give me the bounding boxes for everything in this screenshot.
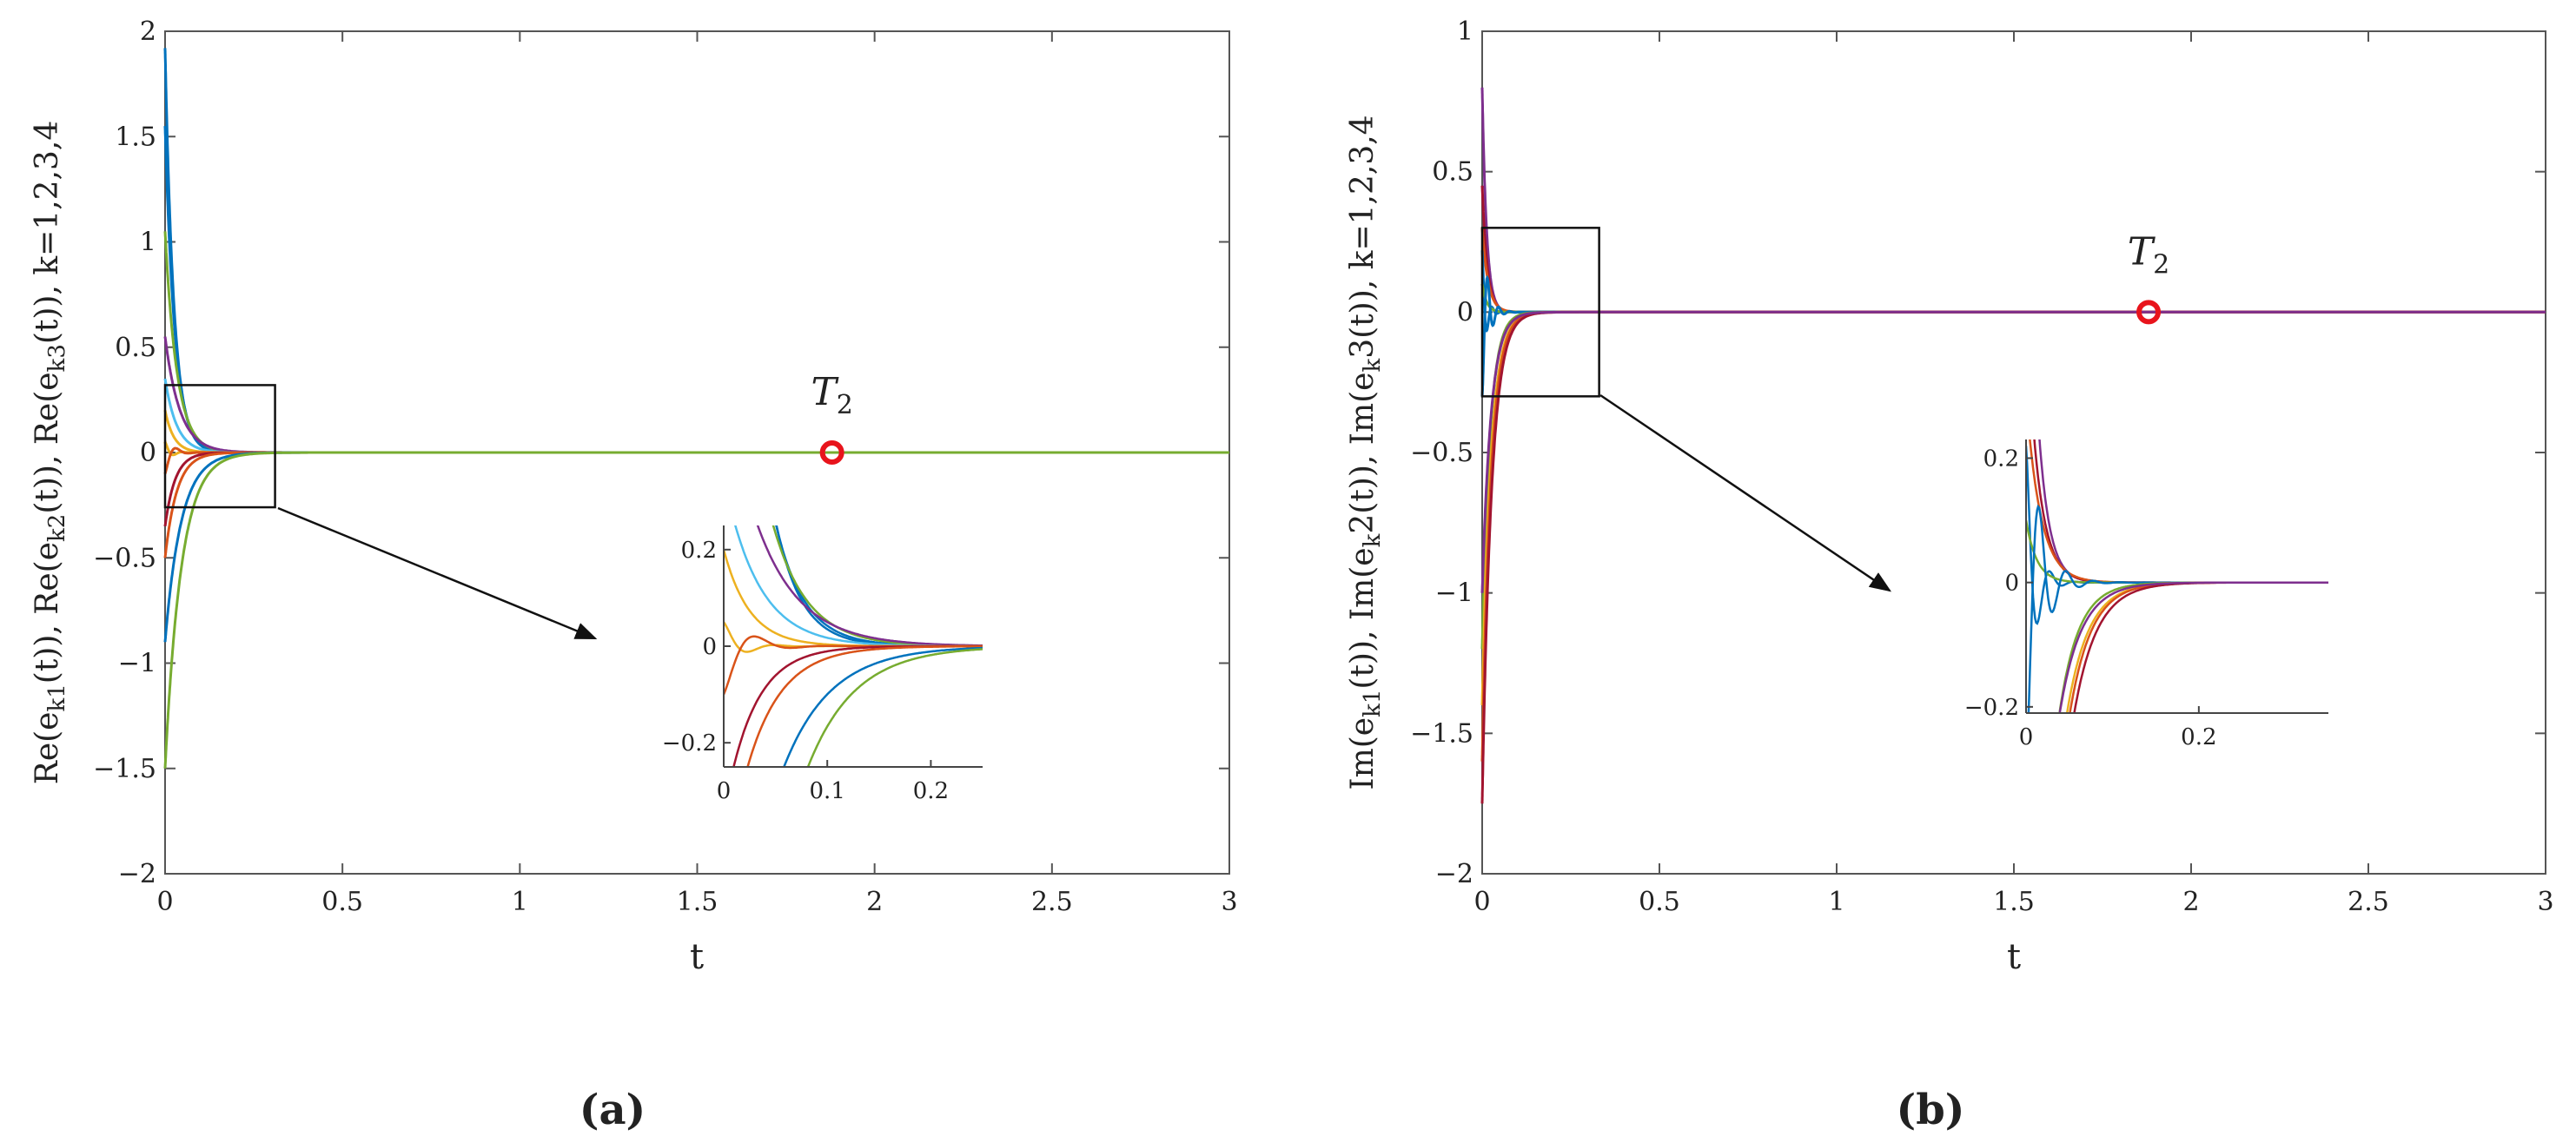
y-tick-label: −1 [118, 649, 156, 679]
series-line-e12 [163, 451, 1229, 769]
y-tick-label: 0 [1457, 297, 1473, 327]
panel-b-annotation: T2 [2128, 229, 2169, 325]
x-tick-label: 1 [1828, 887, 1844, 917]
panel-b-y-ticks: −2 −1.5 −1 −0.5 0 0.5 1 [1410, 17, 2546, 889]
series-line-e8 [1480, 310, 2546, 705]
inset-y-tick-label: 0.2 [1983, 446, 2019, 472]
panel-b: −2−1.5−1−0.500.51 0 0.5 1 1.5 2 2.5 3 T2 −0.20… [1345, 17, 2554, 1134]
y-tick-label: −2 [118, 859, 156, 889]
inset-line-e10 [746, 644, 983, 767]
x-tick-label: 1.5 [677, 887, 718, 917]
series-line-e4 [163, 336, 1229, 454]
series-line-e1 [163, 48, 1229, 454]
y-tick-label: 0 [140, 438, 156, 468]
y-tick-label: 1 [140, 228, 156, 258]
panel-a: −2 −1.5 −1 −0.5 0 0.5 1 1.5 2 0 0.5 1 1.5 2 2.5 3 T2 −… [30, 17, 1238, 1134]
panel-b-series [1480, 87, 2546, 804]
y-tick-label: −2 [1435, 859, 1473, 889]
panel-a-label: (a) [579, 1086, 646, 1134]
series-line-e6 [163, 410, 1229, 454]
series-line-e4 [1480, 250, 2546, 334]
inset-line-e11 [783, 646, 983, 767]
panel-a-x-ticks: 0 0.5 1 1.5 2 2.5 3 [156, 31, 1238, 917]
panel-b-x-ticks: 0 0.5 1 1.5 2 2.5 3 [1473, 31, 2554, 917]
panel-b-zoom-arrow [1599, 393, 1892, 592]
x-tick-label: 0.5 [321, 887, 363, 917]
x-tick-label: 2 [866, 887, 883, 917]
inset-x-tick-label: 0.2 [913, 778, 949, 804]
series-line-e3 [163, 231, 1229, 454]
inset-y-tick-label: −0.2 [1964, 695, 2019, 721]
series-line-e11 [1480, 310, 2546, 593]
x-tick-label: 2 [2182, 887, 2199, 917]
series-line-e5 [163, 378, 1229, 454]
inset-x-tick-label: 0.1 [810, 778, 845, 804]
x-tick-label: 0 [1473, 887, 1490, 917]
x-tick-label: 3 [2537, 887, 2553, 917]
y-tick-label: −1 [1435, 578, 1473, 609]
y-tick-label: −1.5 [93, 754, 156, 784]
y-tick-label: 0.5 [115, 333, 156, 363]
y-tick-label: −1.5 [1410, 718, 1473, 749]
inset-y-tick-label: 0.2 [681, 538, 717, 564]
inset-x-tick-label: 0 [717, 778, 732, 804]
x-tick-label: 0 [156, 887, 173, 917]
y-tick-label: 1 [1457, 17, 1473, 47]
y-tick-label: 0.5 [1432, 157, 1473, 188]
x-tick-label: 0.5 [1639, 887, 1680, 917]
inset-line-e12 [806, 648, 983, 767]
x-tick-label: 3 [1221, 887, 1237, 917]
inset-x-tick-label: 0 [2019, 724, 2034, 750]
time-marker [819, 440, 844, 465]
annotation-label: T2 [811, 370, 852, 420]
inset-y-tick-label: −0.2 [662, 730, 717, 756]
x-tick-label: 1 [512, 887, 528, 917]
zoom-rectangle [163, 384, 276, 509]
panel-b-x-axis-title: t [2007, 937, 2021, 977]
inset-y-tick-label: 0 [2004, 571, 2019, 597]
series-line-e1 [1480, 87, 2546, 314]
series-line-e9 [163, 451, 1229, 527]
panel-b-zoom-box [1480, 227, 1600, 398]
y-tick-label: 1.5 [115, 122, 156, 152]
x-tick-label: 2.5 [2348, 887, 2389, 917]
y-tick-label: −0.5 [1410, 438, 1473, 468]
inset-series [724, 525, 983, 767]
inset-y-tick-label: 0 [702, 634, 717, 660]
panel-a-series [163, 48, 1229, 769]
series-line-e2 [1480, 185, 2546, 314]
time-marker [2136, 300, 2162, 325]
series-line-e6 [1480, 274, 2546, 397]
inset-line-e4 [756, 525, 983, 647]
series-line-e3 [1480, 228, 2546, 314]
series-line-e10 [1480, 310, 2546, 804]
panel-a-y-axis-title: Re(ek1(t)), Re(ek2(t)), Re(ek3(t)), k=1,… [30, 121, 70, 785]
panel-a-zoom-arrow [277, 506, 598, 640]
y-tick-label: −0.5 [93, 543, 156, 573]
inset-series [2026, 439, 2328, 713]
series-line-e5 [1480, 283, 2546, 314]
series-line-e2 [163, 126, 1229, 454]
inset-x-tick-label: 0.2 [2181, 724, 2216, 750]
panel-a-zoom-box [163, 384, 276, 509]
series-line-e7 [1480, 310, 2546, 650]
panel-b-label: (b) [1897, 1086, 1965, 1134]
panel-a-inset: −0.200.20 0.1 0.2 [662, 525, 983, 804]
panel-b-inset: −0.200.20 0.2 [1964, 439, 2328, 750]
x-tick-label: 1.5 [1993, 887, 2035, 917]
panel-a-x-axis-title: t [690, 937, 704, 977]
inset-line-e11 [2058, 581, 2328, 713]
y-tick-label: 2 [140, 17, 156, 47]
zoom-rectangle [1480, 227, 1600, 398]
annotation-label: T2 [2128, 229, 2169, 280]
panel-b-y-axis-title: Im(ek1(t)), Im(ek2(t)), Im(ek3(t)), k=1,… [1345, 115, 1386, 790]
x-tick-label: 2.5 [1031, 887, 1073, 917]
panel-a-annotation: T2 [811, 370, 853, 465]
